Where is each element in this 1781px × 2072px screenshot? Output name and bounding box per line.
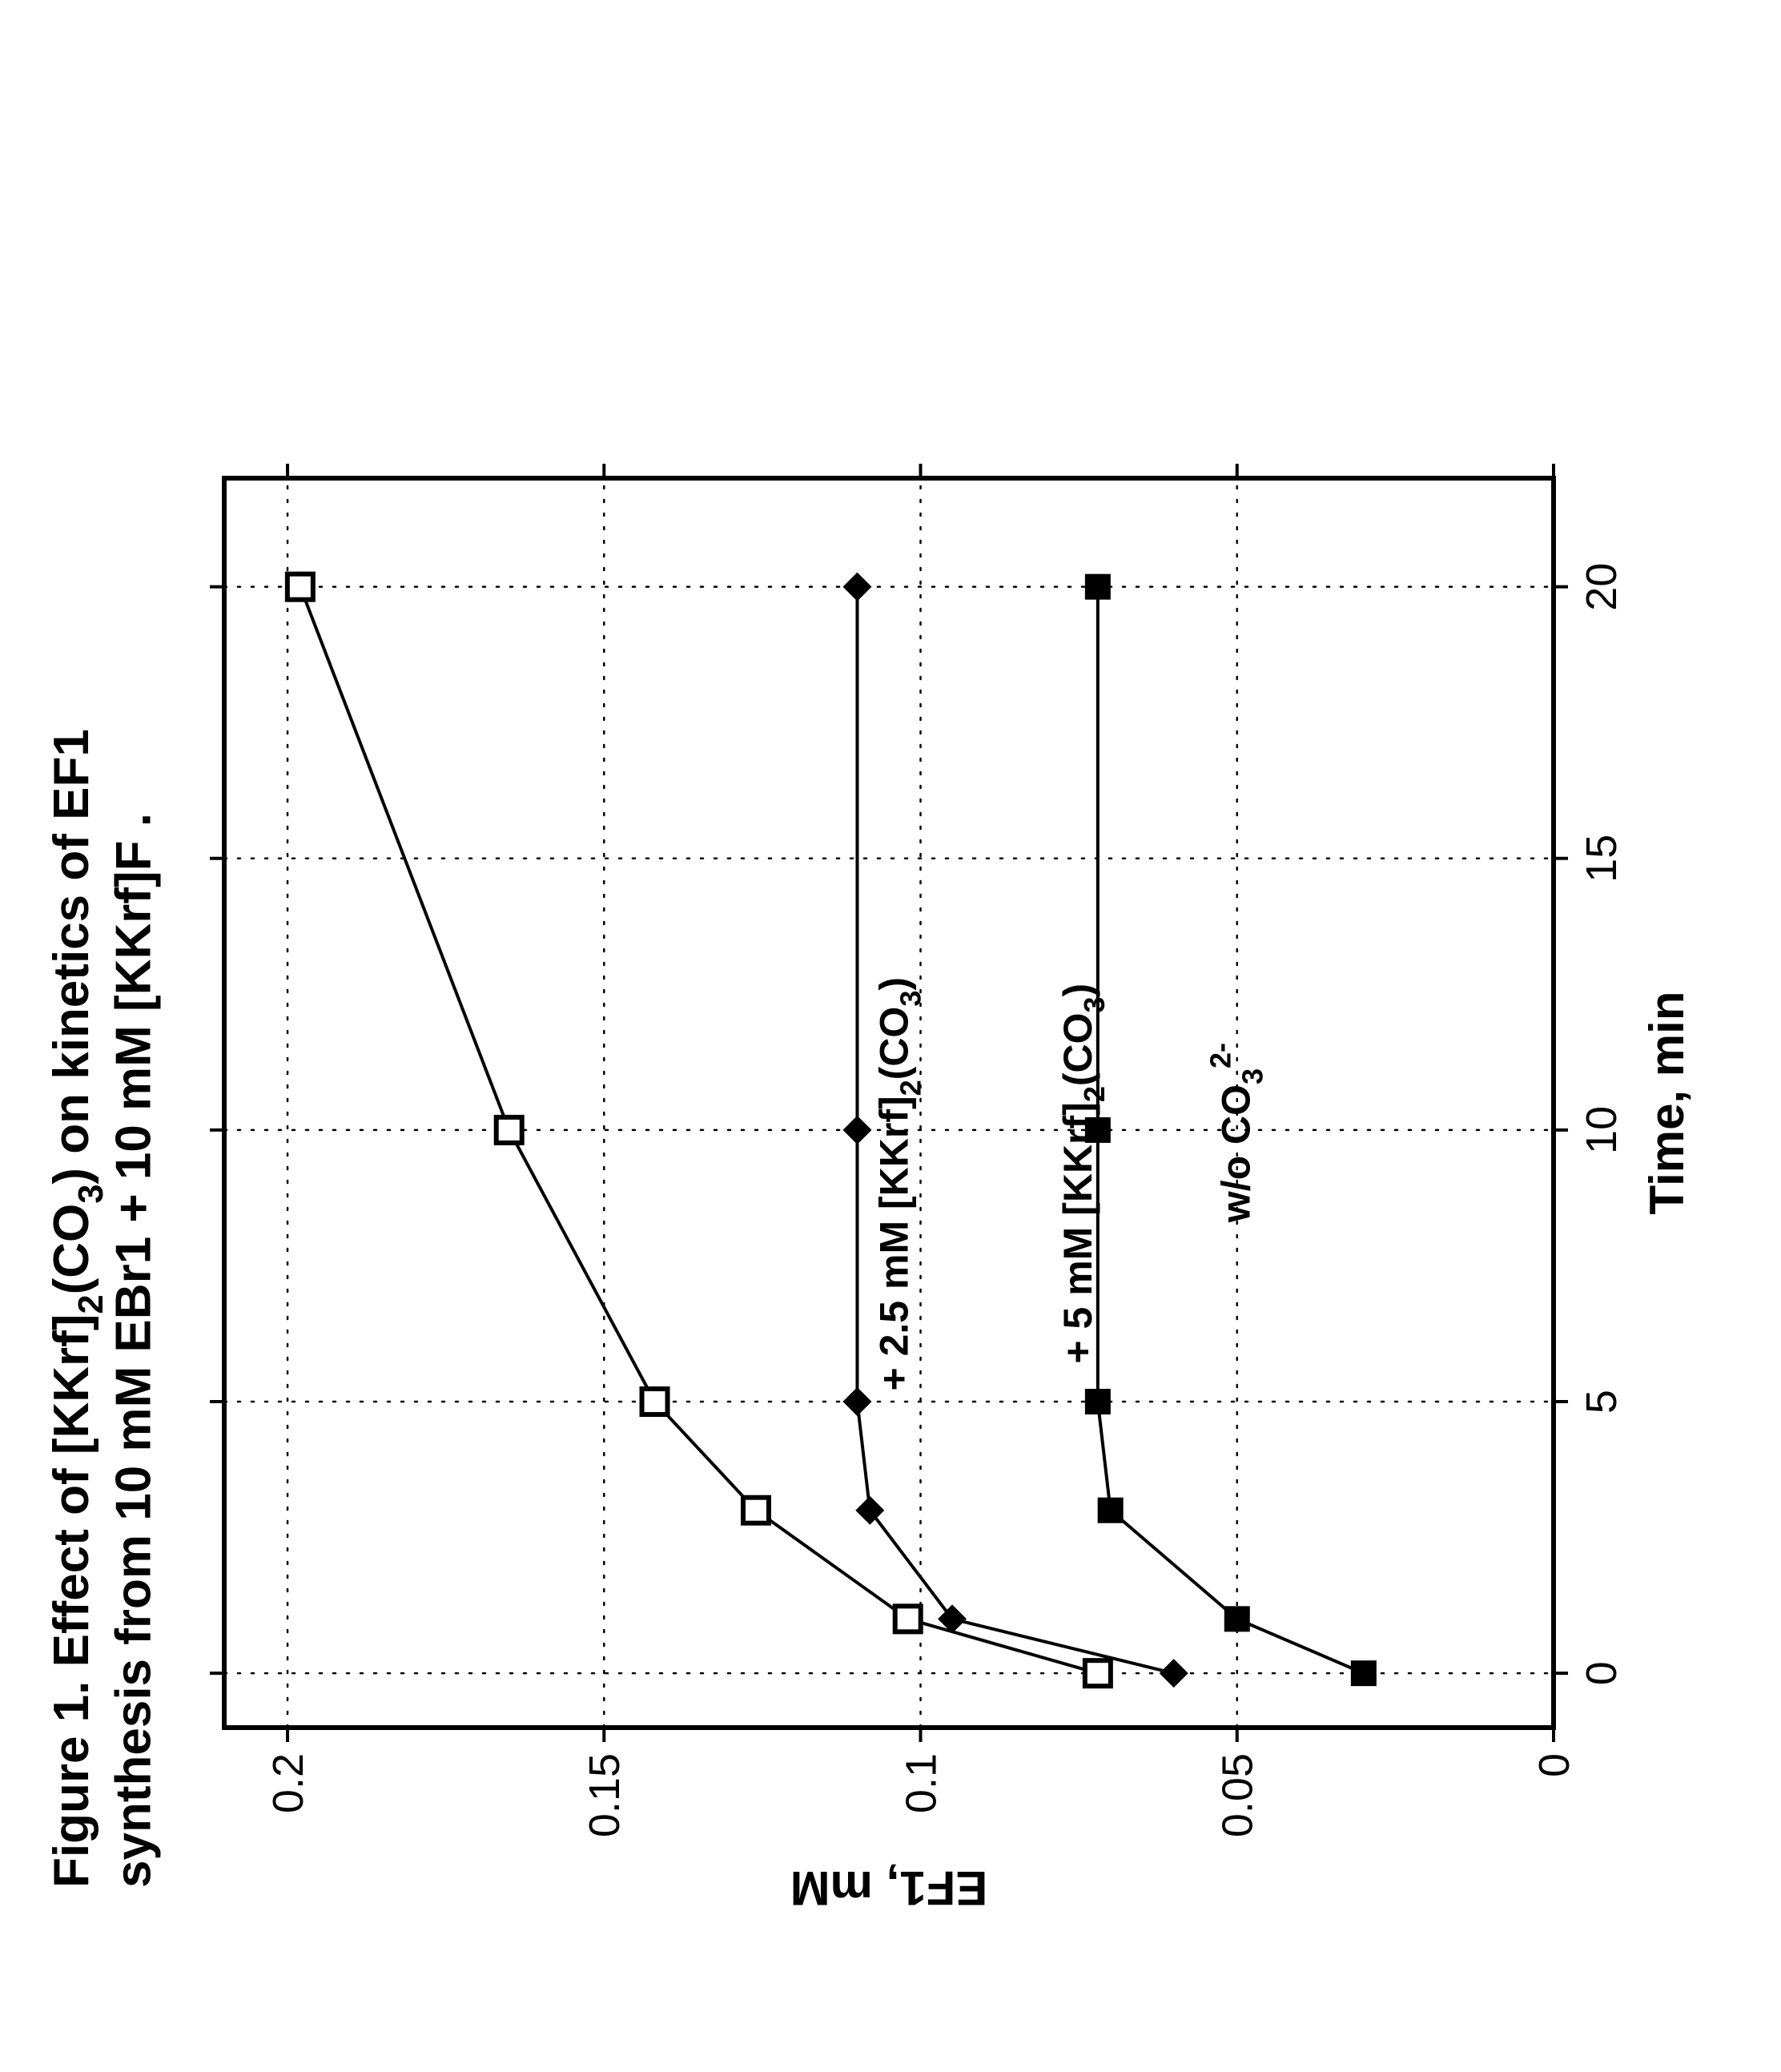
series-label: + 5 mM [KKrf]2(CO3) <box>1055 984 1111 1364</box>
svg-text:Figure 1. Effect of [KKrf]2(C: Figure 1. Effect of [KKrf]2(CO3) on kine… <box>44 729 111 1888</box>
y-tick-label: 0.2 <box>264 1753 312 1813</box>
plot-area: 0 5 10 15 20 0 0.05 0.1 0.15 0.2 Time, min EF1, mM +… <box>210 464 1694 1915</box>
series-line <box>300 587 1098 1674</box>
series-label: w/o CO32- <box>1204 1043 1269 1223</box>
y-tick-label: 0.05 <box>1214 1753 1262 1837</box>
x-tick-label: 0 <box>1578 1661 1626 1685</box>
x-axis-label: Time, min <box>1640 992 1694 1215</box>
y-axis-label: EF1, mM <box>790 1861 988 1915</box>
x-tick-label: 20 <box>1578 563 1626 611</box>
x-tick-label: 5 <box>1578 1390 1626 1414</box>
x-tick-label: 10 <box>1578 1106 1626 1154</box>
series-label: + 2.5 mM [KKrf]2(CO3) <box>872 977 927 1391</box>
svg-text:EF1, mM: EF1, mM <box>790 1861 988 1915</box>
y-tick-label: 0.1 <box>897 1753 945 1813</box>
x-tick-label: 15 <box>1578 835 1626 883</box>
y-tick-label: 0 <box>1530 1753 1578 1777</box>
series-filled_square: w/o CO32- <box>1085 574 1377 1687</box>
chart-canvas: Figure 1. Effect of [KKrf]2(CO3) on kine… <box>0 0 1781 2072</box>
y-tick-label: 0.15 <box>581 1753 629 1837</box>
chart-title: Figure 1. Effect of [KKrf]2(CO3) on kine… <box>44 729 162 1888</box>
svg-text:synthesis from 10 mM EBr1 + 1: synthesis from 10 mM EBr1 + 10 mM [KKrf]… <box>107 813 162 1888</box>
